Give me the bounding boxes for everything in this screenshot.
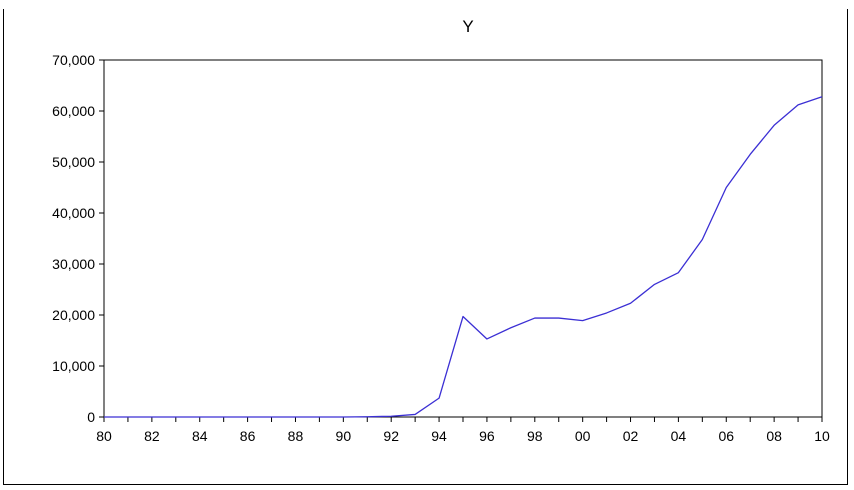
x-tick-label: 84 — [192, 428, 208, 444]
y-tick-label: 40,000 — [52, 205, 95, 221]
x-tick-label: 98 — [527, 428, 543, 444]
x-tick-label: 92 — [383, 428, 399, 444]
x-tick-label: 08 — [766, 428, 782, 444]
chart-title: Y — [462, 17, 473, 36]
x-tick-label: 82 — [144, 428, 160, 444]
chart-frame — [3, 9, 848, 485]
x-tick-label: 80 — [96, 428, 112, 444]
x-tick-label: 88 — [288, 428, 304, 444]
x-tick-label: 02 — [623, 428, 639, 444]
y-tick-label: 30,000 — [52, 256, 95, 272]
x-tick-label: 90 — [336, 428, 352, 444]
x-tick-label: 04 — [671, 428, 687, 444]
y-tick-label: 10,000 — [52, 358, 95, 374]
x-tick-label: 94 — [431, 428, 447, 444]
y-tick-label: 0 — [87, 409, 95, 425]
top-strip — [0, 0, 854, 9]
x-tick-label: 96 — [479, 428, 495, 444]
x-tick-label: 10 — [814, 428, 830, 444]
series-layer — [104, 96, 823, 418]
x-tick-label: 00 — [575, 428, 591, 444]
x-tick-label: 86 — [240, 428, 256, 444]
y-tick-label: 60,000 — [52, 103, 95, 119]
y-tick-label: 50,000 — [52, 154, 95, 170]
series-line — [104, 96, 823, 418]
y-axis: 0 10,000 20,000 30,000 40,000 50,000 60,000 70,… — [52, 52, 104, 425]
plot-area — [103, 59, 823, 418]
y-tick-label: 70,000 — [52, 52, 95, 68]
x-tick-label: 06 — [718, 428, 734, 444]
y-tick-label: 20,000 — [52, 307, 95, 323]
x-axis: 80 82 84 86 88 90 92 94 96 98 00 02 04 06 08 10 — [96, 417, 830, 444]
